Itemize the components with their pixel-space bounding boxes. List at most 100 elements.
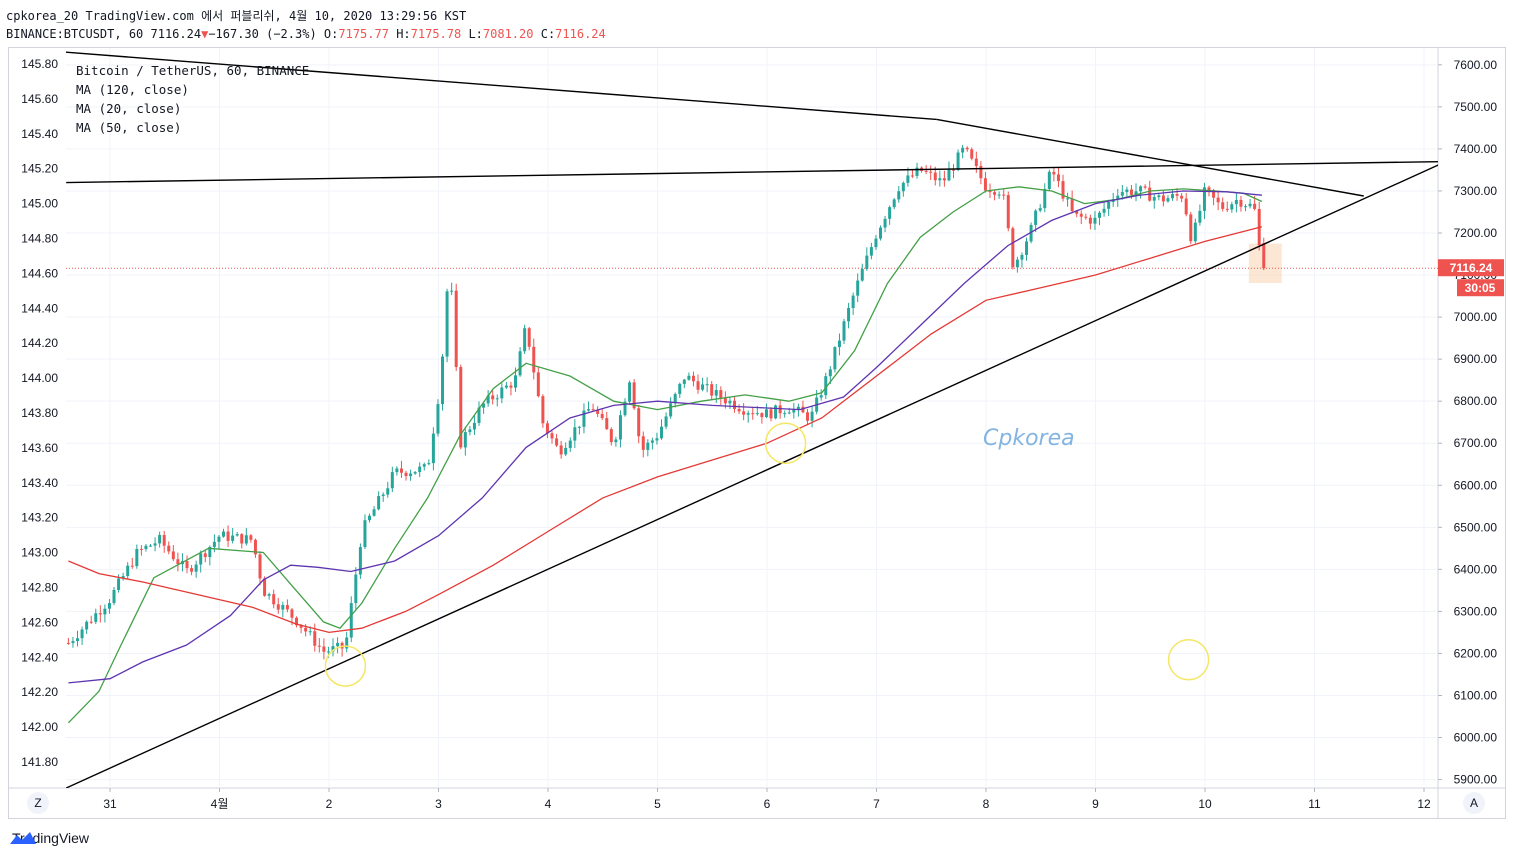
candle-body bbox=[1139, 186, 1143, 192]
candle-body bbox=[153, 543, 157, 546]
candle-body bbox=[1098, 212, 1102, 218]
candle-body bbox=[874, 238, 878, 248]
candle-body bbox=[377, 496, 381, 510]
candle-body bbox=[1184, 198, 1188, 215]
candle-body bbox=[468, 429, 472, 433]
candle-body bbox=[669, 403, 673, 417]
candle-body bbox=[1011, 228, 1015, 268]
bar-countdown: 30:05 bbox=[1465, 281, 1496, 295]
price-axis-label: 6700.00 bbox=[1454, 436, 1498, 450]
chart-frame[interactable] bbox=[8, 47, 1506, 819]
candle-body bbox=[933, 172, 937, 181]
candle-body bbox=[1166, 198, 1170, 202]
candle-body bbox=[1221, 202, 1225, 209]
candle-body bbox=[837, 340, 841, 348]
candle-body bbox=[194, 564, 198, 572]
candle-body bbox=[587, 409, 591, 411]
candle-body bbox=[751, 413, 755, 415]
ma20-line bbox=[67, 186, 1263, 724]
candle-body bbox=[185, 561, 189, 569]
candle-body bbox=[244, 535, 248, 544]
candle-body bbox=[1189, 214, 1193, 242]
candle-body bbox=[997, 194, 1001, 196]
auto-scale-button[interactable]: A bbox=[1463, 792, 1485, 814]
price-axis-label: 7300.00 bbox=[1454, 184, 1498, 198]
candle-body bbox=[787, 412, 791, 414]
candle-body bbox=[701, 384, 705, 390]
candle-body bbox=[454, 290, 458, 368]
candle-body bbox=[1047, 171, 1051, 189]
candle-body bbox=[664, 416, 668, 427]
candle-body bbox=[409, 473, 413, 477]
candle-body bbox=[778, 405, 782, 414]
candle-body bbox=[628, 382, 632, 402]
price-axis-label: 5900.00 bbox=[1454, 773, 1498, 787]
candle-body bbox=[399, 468, 403, 473]
candle-body bbox=[176, 559, 180, 565]
high-value: 7175.78 bbox=[410, 27, 462, 41]
candle-body bbox=[783, 413, 787, 415]
candle-body bbox=[135, 548, 139, 567]
candle-body bbox=[828, 369, 832, 377]
candle-body bbox=[117, 578, 121, 590]
candle-body bbox=[509, 385, 513, 388]
candle-body bbox=[336, 642, 340, 647]
candle-body bbox=[737, 408, 741, 412]
tradingview-logo[interactable]: TradingView bbox=[8, 830, 89, 846]
candle-body bbox=[89, 621, 93, 623]
candle-body bbox=[856, 280, 860, 296]
candle-body bbox=[167, 545, 171, 552]
ma50-line bbox=[68, 190, 1262, 684]
candle-body bbox=[272, 594, 276, 605]
time-axis-label: 10 bbox=[1198, 797, 1212, 811]
candle-body bbox=[1125, 189, 1129, 193]
candle-body bbox=[1216, 197, 1220, 203]
candle-body bbox=[1244, 206, 1248, 208]
candle-body bbox=[591, 409, 595, 411]
candle-body bbox=[618, 415, 622, 440]
candle-body bbox=[952, 169, 956, 171]
candle-body bbox=[1066, 198, 1070, 200]
candle-body bbox=[847, 307, 851, 322]
candle-body bbox=[395, 468, 399, 473]
candle-body bbox=[892, 199, 896, 208]
price-axis-label: 6200.00 bbox=[1454, 646, 1498, 660]
candle-body bbox=[386, 488, 390, 495]
candle-body bbox=[596, 409, 600, 414]
candle-body bbox=[687, 375, 691, 380]
zoom-reset-button[interactable]: Z bbox=[27, 792, 49, 814]
candle-body bbox=[970, 149, 974, 159]
candle-body bbox=[144, 545, 148, 550]
candle-body bbox=[313, 631, 317, 646]
candle-body bbox=[263, 578, 267, 596]
price-axis-label: 7500.00 bbox=[1454, 100, 1498, 114]
candle-body bbox=[358, 547, 362, 575]
left-axis-label: 143.80 bbox=[21, 406, 58, 420]
left-axis-label: 144.20 bbox=[21, 336, 58, 350]
candle-body bbox=[833, 347, 837, 370]
legend-ma120: MA (120, close) bbox=[76, 82, 189, 97]
candle-body bbox=[381, 494, 385, 497]
left-axis-label: 142.00 bbox=[21, 720, 58, 734]
candle-body bbox=[733, 400, 737, 409]
candle-body bbox=[888, 207, 892, 219]
candle-body bbox=[910, 175, 914, 177]
candle-body bbox=[632, 382, 636, 409]
candle-body bbox=[518, 351, 522, 376]
price-axis-label: 6400.00 bbox=[1454, 562, 1498, 576]
candle-body bbox=[819, 395, 823, 398]
left-axis-label: 144.60 bbox=[21, 266, 58, 280]
candle-body bbox=[445, 291, 449, 357]
candle-body bbox=[796, 406, 800, 410]
candle-body bbox=[112, 589, 116, 604]
highlight-circle bbox=[1167, 639, 1210, 681]
candle-body bbox=[1002, 194, 1006, 196]
candle-body bbox=[463, 432, 467, 448]
candle-body bbox=[1006, 195, 1010, 229]
left-axis-label: 144.40 bbox=[21, 301, 58, 315]
time-axis-label: 4 bbox=[545, 797, 552, 811]
highlight-circle bbox=[764, 422, 807, 464]
candle-body bbox=[637, 408, 641, 437]
candle-body bbox=[295, 617, 299, 626]
